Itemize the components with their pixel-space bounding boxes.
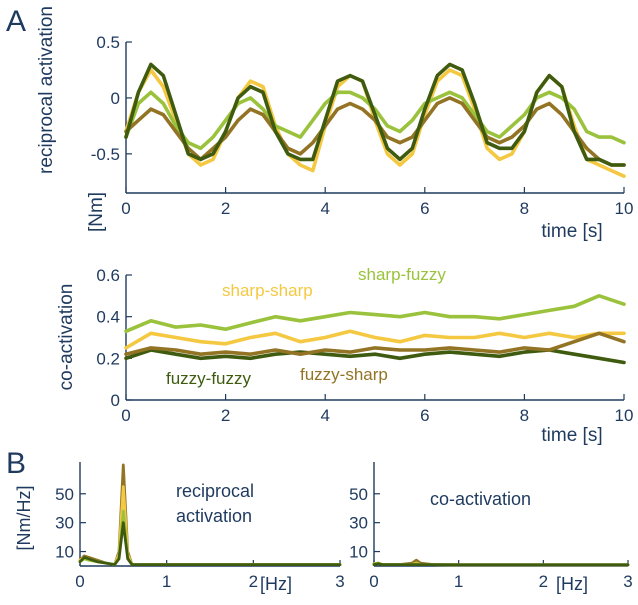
x-tick-label: 1: [162, 572, 171, 591]
series-line-fuzzy-fuzzy: [124, 348, 626, 365]
panel-label-a: A: [6, 5, 26, 38]
legend-sharp-sharp: sharp-sharp: [222, 281, 313, 300]
x-tick-label: 2: [249, 572, 258, 591]
x-tick-label: 8: [520, 406, 529, 425]
x-tick-label: 0: [121, 199, 130, 218]
series-line-sharp-fuzzy: [124, 293, 626, 334]
series-line-sharp-sharp: [124, 329, 626, 350]
x-tick-label: 6: [420, 406, 429, 425]
legend-sharp-fuzzy: sharp-fuzzy: [358, 265, 446, 284]
y-tick-label: 30: [349, 514, 368, 533]
reciprocal-activation-chart: reciprocal activation [Nm] time [s] 0 2 4 6…: [36, 6, 633, 242]
x-tick-label: 0: [121, 406, 130, 425]
x-tick-label: 8: [520, 199, 529, 218]
x-tick-label: 2: [221, 406, 230, 425]
reciprocal-activation-spectrum-chart: [Nm/Hz] [Hz] reciprocal activation 0 1 2 3 5…: [14, 462, 345, 594]
panel-title-line1: reciprocal: [176, 481, 254, 501]
series-line-fuzzy-sharp: [124, 96, 626, 167]
y-tick-label: 0.6: [96, 266, 120, 285]
y-tick-label: 10: [55, 543, 74, 562]
x-tick-label: 10: [615, 199, 634, 218]
series-line-fuzzy-sharp: [124, 331, 626, 357]
y-tick-label: 0: [111, 391, 120, 410]
x-tick-label: 4: [320, 406, 329, 425]
co-activation-spectrum-chart: [Hz] co-activation 0 1 2 3 50 30 10: [349, 462, 633, 594]
panel-label-b: B: [6, 447, 26, 480]
y-tick-label: -0.5: [91, 145, 120, 164]
legend-fuzzy-fuzzy: fuzzy-fuzzy: [166, 369, 252, 388]
x-tick-label: 3: [335, 572, 344, 591]
x-tick-label: 4: [320, 199, 329, 218]
x-axis-label: [Hz]: [556, 574, 588, 594]
y-tick-label: 50: [55, 485, 74, 504]
x-tick-label: 0: [369, 572, 378, 591]
x-tick-label: 2: [221, 199, 230, 218]
x-tick-label: 3: [623, 572, 632, 591]
x-axis-label: time [s]: [541, 221, 602, 242]
x-tick-label: 10: [615, 406, 634, 425]
y-axis-unit: [Nm]: [86, 192, 107, 232]
x-tick-label: 2: [539, 572, 548, 591]
series-line-fuzzy-fuzzy: [372, 562, 630, 567]
x-axis-label: time [s]: [541, 425, 602, 446]
series-line-fuzzy-fuzzy: [78, 521, 342, 566]
co-activation-chart: co-activation time [s] sharp-sharp sharp…: [56, 265, 633, 446]
panel-title: co-activation: [430, 489, 531, 509]
y-tick-label: 30: [55, 514, 74, 533]
y-tick-label: 0.2: [96, 349, 120, 368]
series-line-fuzzy-fuzzy: [124, 62, 626, 167]
y-axis-label: co-activation: [56, 284, 77, 391]
y-tick-label: 10: [349, 543, 368, 562]
y-tick-label: 0.5: [96, 33, 120, 52]
x-tick-label: 6: [420, 199, 429, 218]
legend-fuzzy-sharp: fuzzy-sharp: [300, 365, 388, 384]
y-axis-label: [Nm/Hz]: [14, 486, 34, 551]
y-tick-label: 0: [111, 89, 120, 108]
x-axis-label: [Hz]: [260, 574, 292, 594]
series-line-sharp-fuzzy: [124, 90, 626, 151]
panel-title-line2: activation: [176, 506, 252, 526]
y-tick-label: 0.4: [96, 308, 120, 327]
x-tick-label: 1: [454, 572, 463, 591]
y-axis-label: reciprocal activation: [36, 6, 57, 174]
y-tick-label: 50: [349, 485, 368, 504]
x-tick-label: 0: [75, 572, 84, 591]
